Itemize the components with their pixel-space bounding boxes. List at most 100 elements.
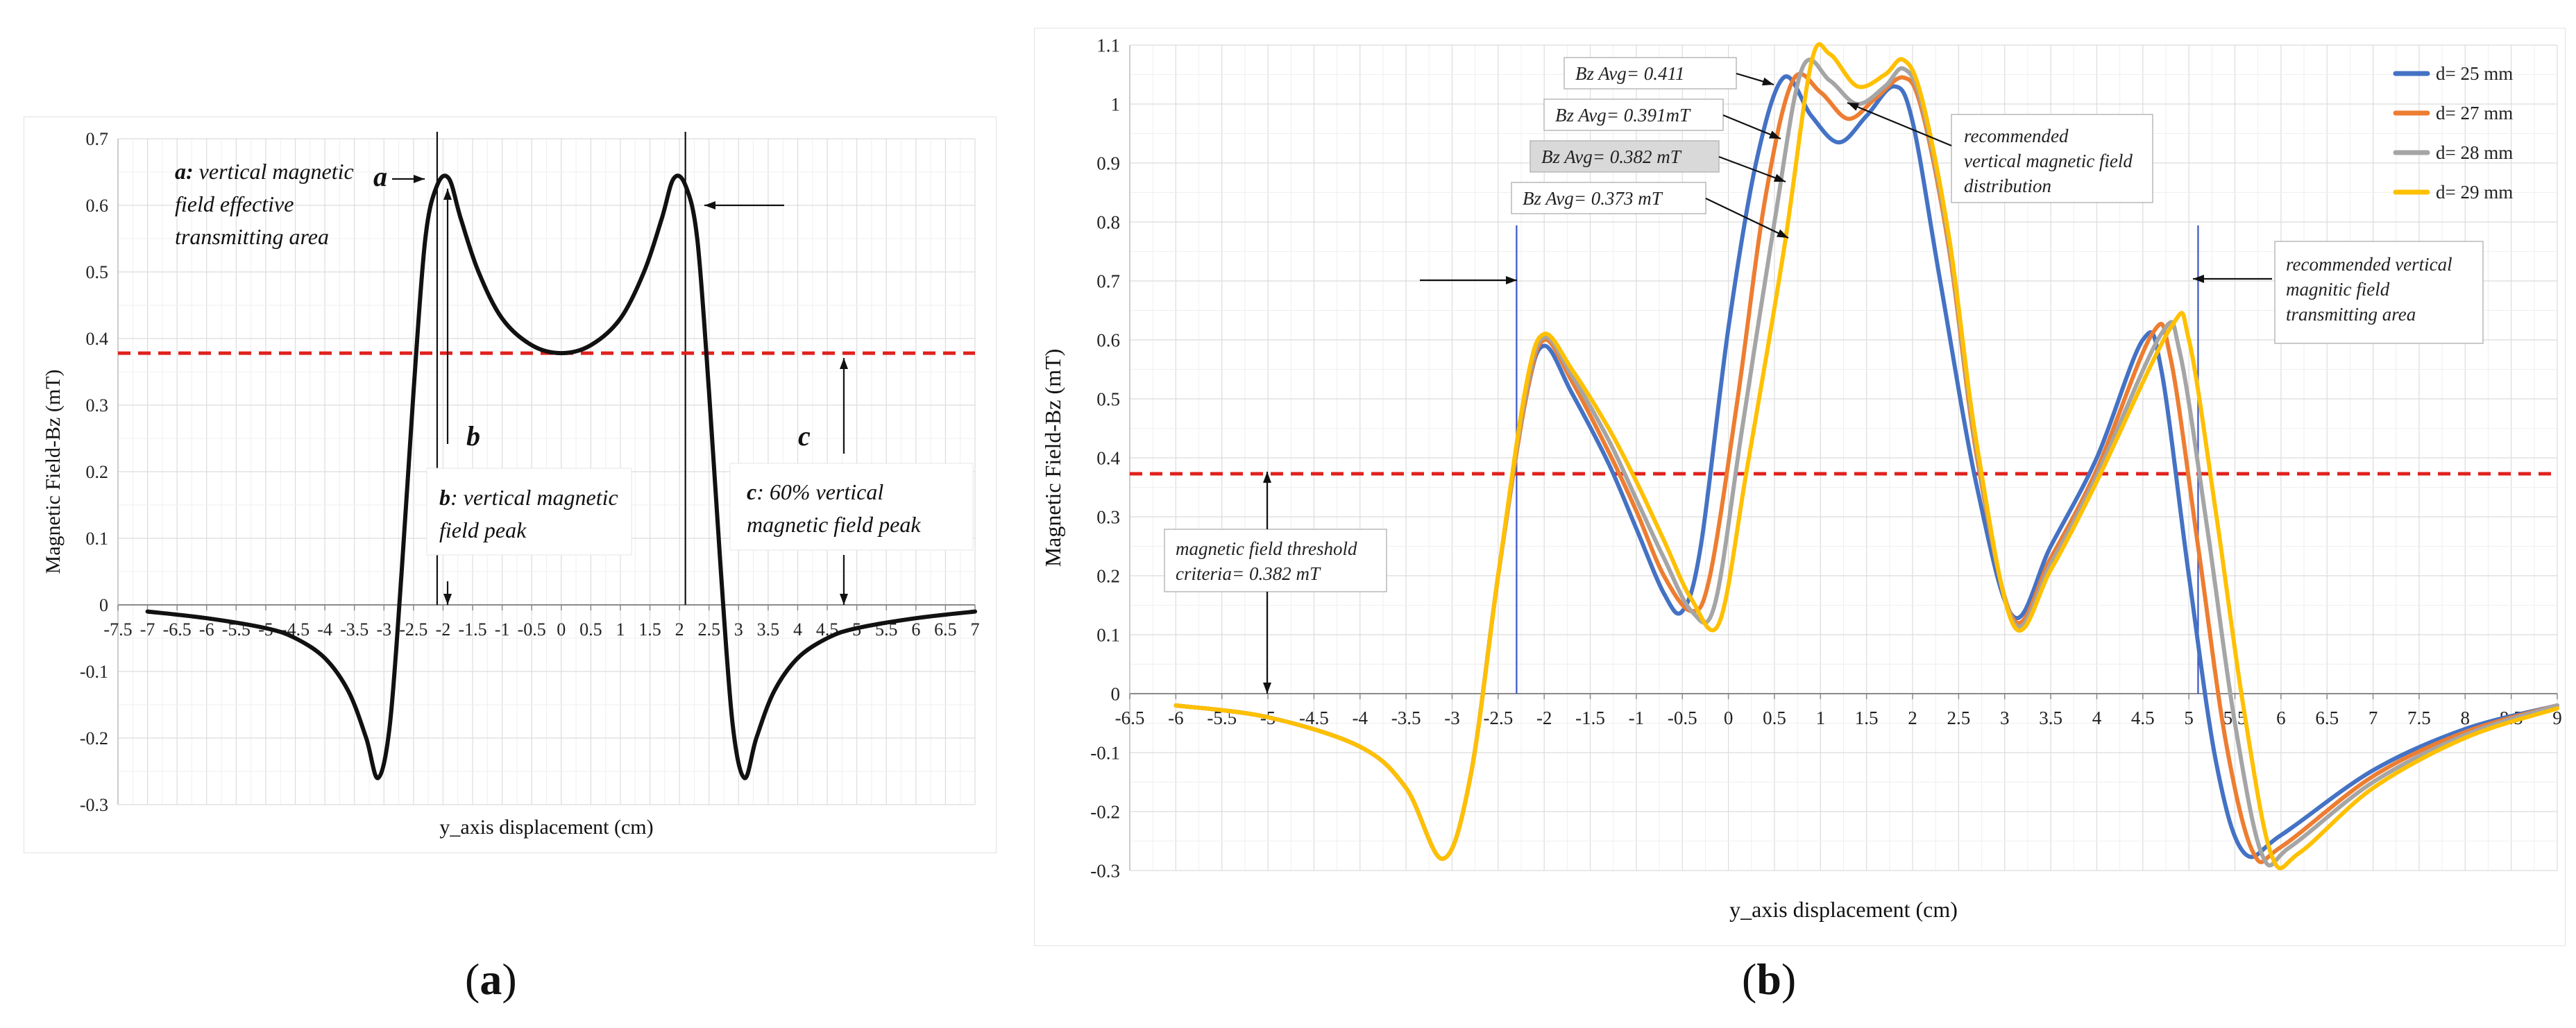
x-tick-label: 1 <box>616 619 625 640</box>
y-tick-label: 0.1 <box>86 529 109 549</box>
arrow-b-up-head <box>443 189 452 200</box>
x-tick-label: 3 <box>734 619 743 640</box>
x-tick-label: -4 <box>317 619 332 640</box>
letter-a: a <box>373 161 387 192</box>
y-tick-label: 0 <box>99 595 108 615</box>
y-tick-label: -0.2 <box>80 728 108 748</box>
x-tick-label: -1 <box>1629 708 1645 728</box>
x-tick-label: 8 <box>2461 708 2471 728</box>
legend-label-1: d= 25 mm <box>2436 63 2513 84</box>
x-tick-label: 0.5 <box>579 619 602 640</box>
x-tick-label: -0.5 <box>518 619 546 640</box>
y-tick-label: 0.2 <box>1096 565 1120 586</box>
threshold-box <box>1164 529 1387 592</box>
panel-a-frame <box>24 117 997 853</box>
x-tick-label: -2 <box>1536 708 1552 728</box>
bz-avg-label-4: Bz Avg= 0.373 mT <box>1523 188 1663 209</box>
x-tick-label: 1.5 <box>1855 708 1879 728</box>
rec-dist-line1: recommended <box>1964 126 2069 146</box>
arrow-bz-4-shaft <box>1705 198 1789 239</box>
rec-dist-line3: distribution <box>1964 175 2051 196</box>
arrow-bz-4-head <box>1776 229 1788 238</box>
x-axis-title: y_axis displacement (cm) <box>1729 897 1958 922</box>
x-tick-label: -0.5 <box>1668 708 1697 728</box>
caption-b: (b) <box>1742 954 1797 1004</box>
rec-dist-line2: vertical magnetic field <box>1964 151 2133 171</box>
x-tick-label: 4.5 <box>2131 708 2155 728</box>
legend-label-3: d= 28 mm <box>2436 142 2513 163</box>
x-tick-label: -1.5 <box>1575 708 1605 728</box>
arrow-a-right-head <box>704 201 715 209</box>
x-tick-label: 2 <box>1908 708 1917 728</box>
x-tick-label: 5 <box>2184 708 2194 728</box>
y-tick-label: -0.3 <box>80 795 108 815</box>
x-tick-label: 2.5 <box>1947 708 1971 728</box>
y-tick-label: 0.1 <box>1096 624 1120 645</box>
x-tick-label: 0 <box>557 619 566 640</box>
y-tick-label: 0.9 <box>1096 153 1120 173</box>
x-tick-label: -3.5 <box>340 619 368 640</box>
x-tick-label: -4 <box>1353 708 1368 728</box>
x-tick-label: 6.5 <box>934 619 957 640</box>
y-tick-label: -0.3 <box>1090 860 1120 881</box>
x-tick-label: 1.5 <box>638 619 661 640</box>
rec-area-box <box>2274 241 2484 344</box>
x-tick-label: 4 <box>793 619 802 640</box>
bz-avg-box-3 <box>1530 140 1720 173</box>
y-tick-label: 0.5 <box>1096 388 1120 409</box>
x-tick-label: -1.5 <box>458 619 486 640</box>
series-line-d29 <box>1173 42 2559 871</box>
y-tick-label: 0.7 <box>86 129 109 149</box>
bz-avg-box-4 <box>1511 182 1706 214</box>
x-tick-label: -6.5 <box>1115 708 1145 728</box>
annotation-b-box <box>426 468 632 556</box>
annotation-c-line2: magnetic field peak <box>747 512 921 537</box>
x-tick-label: 0 <box>1724 708 1734 728</box>
annotation-b-line2: field peak <box>439 517 527 542</box>
chart-b-group: -6.5 -6 -5.5 -5 -4.5 -4 -3.5 -3 -2.5 -2 -1.5 -1 -0.5… <box>1040 35 2562 922</box>
y-tick-label: 1 <box>1111 94 1121 114</box>
y-tick-label: -0.1 <box>80 662 108 682</box>
arrow-threshold-down-head <box>1263 683 1271 694</box>
x-tick-label: 7 <box>971 619 980 640</box>
rec-area-line2: magnitic field <box>2286 279 2390 300</box>
letter-b: b <box>466 420 480 452</box>
x-tick-label: 2.5 <box>697 619 720 640</box>
x-tick-label: 6 <box>2276 708 2286 728</box>
threshold-line2: criteria= 0.382 mT <box>1176 563 1321 584</box>
x-tick-label: -2.5 <box>1483 708 1513 728</box>
y-tick-label: 0.2 <box>86 462 109 482</box>
y-tick-label: 0.8 <box>1096 212 1120 232</box>
x-tick-label: 3.5 <box>2039 708 2062 728</box>
chart-a-group: -7.5 -7 -6.5 -6 -5.5 -5 -4.5 -4 -3.5 -3 -2.5 -2 -1.5… <box>42 129 980 839</box>
bz-avg-box-2 <box>1543 98 1724 131</box>
annotation-b-line1: b: vertical magnetic <box>439 485 618 510</box>
y-tick-label: 0.3 <box>86 395 109 416</box>
x-tick-label: 3.5 <box>757 619 780 640</box>
arrow-rec-area-head <box>2193 275 2204 283</box>
y-axis-title: Magnetic Field-Bz (mT) <box>1040 349 1065 567</box>
x-tick-label: -3.5 <box>1391 708 1421 728</box>
annotation-a-line1: a: vertical magnetic <box>175 159 354 184</box>
y-tick-label: 0.6 <box>1096 329 1120 350</box>
x-tick-label: 1 <box>1816 708 1826 728</box>
x-tick-label: -6 <box>1168 708 1184 728</box>
y-tick-label: -0.2 <box>1090 801 1120 822</box>
arrow-bz-1-head <box>1761 77 1774 86</box>
x-tick-label: 3 <box>2000 708 2010 728</box>
x-tick-label: 7.5 <box>2407 708 2431 728</box>
y-tick-label: 1.1 <box>1096 35 1120 55</box>
y-tick-label: 0.5 <box>86 262 109 282</box>
legend: d= 25 mm d= 27 mm d= 28 mm d= 29 mm <box>2393 63 2513 203</box>
panel-b-frame <box>1034 28 2566 946</box>
arrow-c-up-head <box>840 358 848 369</box>
x-tick-label: -6.5 <box>163 619 192 640</box>
y-tick-label: -0.1 <box>1090 742 1120 763</box>
arrow-left-vline-head <box>1506 276 1517 284</box>
annotation-c-box <box>729 463 974 551</box>
arrow-threshold-up-head <box>1263 472 1271 483</box>
caption-a: (a) <box>465 954 517 1004</box>
x-tick-label: -7.5 <box>103 619 132 640</box>
bz-avg-box-1 <box>1564 57 1737 89</box>
